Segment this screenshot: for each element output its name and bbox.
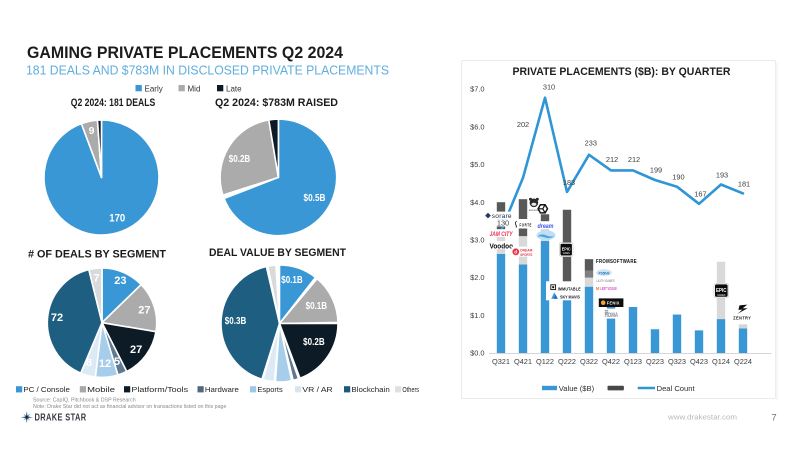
svg-text:Hardware: Hardware xyxy=(205,385,239,394)
svg-text:FENIX: FENIX xyxy=(607,300,620,305)
svg-text:$0.3B: $0.3B xyxy=(225,315,247,327)
svg-text:Source: CapIQ, Pitchbook & DSP: Source: CapIQ, Pitchbook & DSP Research xyxy=(33,398,136,404)
svg-text:Q423: Q423 xyxy=(690,357,708,366)
svg-text:$0.2B: $0.2B xyxy=(229,153,251,165)
svg-text:$4.0: $4.0 xyxy=(470,198,484,207)
svg-text:181 DEALS AND $783M IN DISCLOS: 181 DEALS AND $783M IN DISCLOSED PRIVATE… xyxy=(26,63,389,78)
svg-text:PS5IVE: PS5IVE xyxy=(599,271,610,276)
svg-text:$0.0: $0.0 xyxy=(470,349,484,358)
svg-text:$0.1B: $0.1B xyxy=(306,301,328,312)
svg-text:GAMES: GAMES xyxy=(563,252,570,255)
svg-text:sorare: sorare xyxy=(492,213,512,220)
svg-text:Value ($B): Value ($B) xyxy=(559,384,595,393)
svg-text:199: 199 xyxy=(650,165,662,174)
svg-text:d: d xyxy=(514,250,517,255)
svg-text:170: 170 xyxy=(109,213,125,225)
svg-text:FORTE: FORTE xyxy=(520,222,533,228)
svg-text:Q2 2024: $783M RAISED: Q2 2024: $783M RAISED xyxy=(215,97,338,109)
svg-text:DRAKE STAR: DRAKE STAR xyxy=(35,412,87,423)
svg-text:Esports: Esports xyxy=(257,385,282,394)
svg-text:IMMUTABLE: IMMUTABLE xyxy=(558,287,581,293)
svg-text:Q222: Q222 xyxy=(558,357,576,366)
svg-text:$5.0: $5.0 xyxy=(470,160,484,169)
svg-text:GAMES: GAMES xyxy=(717,293,725,297)
svg-text:# OF DEALS BY SEGMENT: # OF DEALS BY SEGMENT xyxy=(28,249,166,261)
svg-text:27: 27 xyxy=(130,344,142,356)
svg-text:Blockchain: Blockchain xyxy=(351,385,389,394)
svg-text:JAM CITY: JAM CITY xyxy=(490,231,514,238)
svg-text:310: 310 xyxy=(543,83,555,92)
svg-text:animoca: animoca xyxy=(529,208,539,212)
svg-text:$7.0: $7.0 xyxy=(470,85,484,94)
svg-text:$3.0: $3.0 xyxy=(470,236,484,245)
svg-text:Q322: Q322 xyxy=(580,357,598,366)
svg-text:SPORTS: SPORTS xyxy=(520,252,532,257)
svg-text:VR / AR: VR / AR xyxy=(302,385,333,394)
svg-text:Voodoo: Voodoo xyxy=(490,241,514,250)
svg-text:Q421: Q421 xyxy=(514,357,532,366)
svg-text:Q2 2024: 181 DEALS: Q2 2024: 181 DEALS xyxy=(71,97,156,109)
svg-text:Q224: Q224 xyxy=(734,357,752,366)
svg-text:LEET VOGUE: LEET VOGUE xyxy=(600,286,617,291)
svg-text:dream: dream xyxy=(538,223,554,230)
svg-text:EPIC: EPIC xyxy=(716,288,727,294)
svg-text:Q123: Q123 xyxy=(624,357,642,366)
svg-text:$0.2B: $0.2B xyxy=(303,336,325,348)
svg-text:DREAM: DREAM xyxy=(520,247,532,252)
svg-text:Q323: Q323 xyxy=(668,357,686,366)
svg-text:130: 130 xyxy=(497,218,509,227)
svg-text:DEAL VALUE BY SEGMENT: DEAL VALUE BY SEGMENT xyxy=(209,247,346,259)
svg-text:Deal Count: Deal Count xyxy=(657,384,696,393)
svg-text:8: 8 xyxy=(86,357,92,369)
svg-text:Platform/Tools: Platform/Tools xyxy=(131,385,188,394)
svg-text:5: 5 xyxy=(114,356,120,368)
svg-text:$0.1B: $0.1B xyxy=(281,275,303,286)
svg-text:Late: Late xyxy=(226,85,242,94)
svg-text:Early: Early xyxy=(145,85,163,94)
svg-text:PRIVATE PLACEMENTS ($B): BY QU: PRIVATE PLACEMENTS ($B): BY QUARTER xyxy=(513,66,731,78)
svg-text:EPIC: EPIC xyxy=(562,246,572,251)
svg-text:LILITH GAMES: LILITH GAMES xyxy=(597,279,615,283)
svg-text:FROMSOFTWARE: FROMSOFTWARE xyxy=(596,259,637,265)
svg-text:233: 233 xyxy=(585,139,597,148)
svg-text:212: 212 xyxy=(628,155,640,164)
svg-text:23: 23 xyxy=(114,275,126,287)
svg-text:183: 183 xyxy=(563,178,575,187)
svg-text:Others: Others xyxy=(402,385,419,394)
svg-text:$2.0: $2.0 xyxy=(470,273,484,282)
svg-text:181: 181 xyxy=(738,180,750,189)
svg-text:$6.0: $6.0 xyxy=(470,122,484,131)
svg-text:190: 190 xyxy=(672,173,684,182)
svg-text:9: 9 xyxy=(89,125,95,137)
svg-text:Note: Drake Star did not act a: Note: Drake Star did not act as financia… xyxy=(33,404,226,410)
svg-text:M: M xyxy=(596,286,600,291)
svg-text:27: 27 xyxy=(138,304,150,316)
svg-text:7: 7 xyxy=(771,413,776,424)
svg-text:212: 212 xyxy=(606,155,618,164)
svg-text:Q422: Q422 xyxy=(602,357,620,366)
svg-text:GAMING PRIVATE PLACEMENTS Q2 2: GAMING PRIVATE PLACEMENTS Q2 2024 xyxy=(27,44,344,62)
svg-text:Q122: Q122 xyxy=(536,357,554,366)
svg-text:167: 167 xyxy=(694,190,706,199)
svg-text:72: 72 xyxy=(51,312,63,324)
svg-text:HOMA: HOMA xyxy=(605,313,619,319)
svg-text:193: 193 xyxy=(716,171,728,180)
svg-text:$0.5B: $0.5B xyxy=(304,192,326,204)
svg-text:PC / Console: PC / Console xyxy=(23,385,70,394)
svg-text:SKY MAVIS: SKY MAVIS xyxy=(560,295,581,301)
svg-text:202: 202 xyxy=(517,120,529,129)
svg-text:12: 12 xyxy=(99,358,111,370)
svg-text:$1.0: $1.0 xyxy=(470,311,484,320)
svg-text:ZENTRY: ZENTRY xyxy=(733,316,751,321)
svg-text:Mid: Mid xyxy=(188,85,201,94)
svg-text:Q124: Q124 xyxy=(712,357,730,366)
svg-text:Q223: Q223 xyxy=(646,357,664,366)
svg-text:7: 7 xyxy=(93,272,99,284)
svg-text:Mobile: Mobile xyxy=(87,385,115,394)
svg-text:Q321: Q321 xyxy=(492,357,510,366)
svg-text:www.drakestar.com: www.drakestar.com xyxy=(667,415,737,422)
